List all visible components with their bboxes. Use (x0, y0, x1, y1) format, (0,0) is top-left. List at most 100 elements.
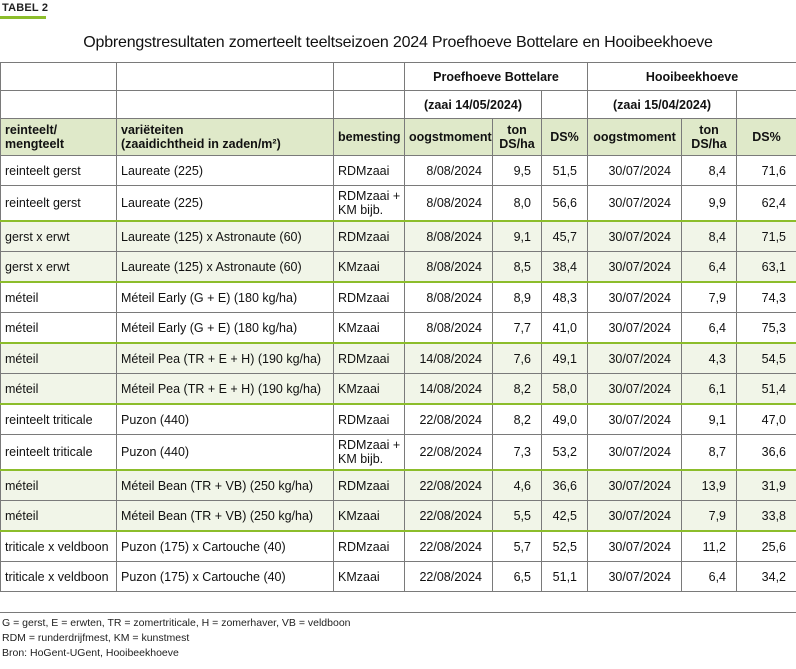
cell-b-date: 22/08/2024 (404, 530, 493, 562)
col-header-teelt-line2: mengteelt (5, 137, 65, 151)
cell-h-ds: 33,8 (736, 500, 796, 532)
col-header-b-ton-line2: DS/ha (499, 137, 535, 151)
cell-teelt: méteil (0, 373, 117, 405)
cell-fert: RDMzaai (333, 530, 405, 562)
header-empty-cell (116, 90, 334, 119)
cell-variety: Puzon (440) (116, 434, 334, 471)
cell-h-ds: 74,3 (736, 281, 796, 313)
cell-b-ton: 5,5 (492, 500, 542, 532)
cell-fert: KMzaai (333, 312, 405, 344)
cell-b-date: 8/08/2024 (404, 185, 493, 222)
col-header-b-ds: DS% (540, 118, 589, 156)
cell-b-ds: 45,7 (540, 220, 589, 252)
cell-variety: Méteil Early (G + E) (180 kg/ha) (116, 281, 334, 313)
header-empty-cell (333, 62, 405, 91)
cell-b-ton: 6,5 (492, 561, 542, 592)
cell-fert-line2: KM bijb. (338, 203, 384, 217)
cell-fert: RDMzaai (333, 155, 405, 186)
cell-teelt: gerst x erwt (0, 251, 117, 283)
table-row: méteil Méteil Early (G + E) (180 kg/ha) KM… (0, 312, 796, 344)
cell-teelt: triticale x veldboon (0, 561, 117, 592)
table-body: reinteelt gerst Laureate (225) RDMzaai 8/08… (0, 155, 796, 592)
cell-h-ds: 51,4 (736, 373, 796, 405)
table-row: reinteelt triticale Puzon (440) RDMzaai + K… (0, 434, 796, 471)
cell-fert: KMzaai (333, 500, 405, 532)
cell-b-ton: 9,1 (492, 220, 542, 252)
cell-b-date: 22/08/2024 (404, 434, 493, 471)
table-row: méteil Méteil Early (G + E) (180 kg/ha) RD… (0, 281, 796, 313)
group-hooibeekhoeve: Hooibeekhoeve (587, 62, 796, 91)
cell-b-ds: 38,4 (540, 251, 589, 283)
table-row: reinteelt triticale Puzon (440) RDMzaai 22/… (0, 403, 796, 435)
cell-b-ds: 49,0 (540, 403, 589, 435)
table-row: méteil Méteil Pea (TR + E + H) (190 kg/ha… (0, 373, 796, 405)
table-bottom-rule (0, 612, 796, 613)
cell-variety: Laureate (225) (116, 185, 334, 222)
cell-h-ton: 7,9 (681, 500, 738, 532)
cell-h-ds: 75,3 (736, 312, 796, 344)
cell-teelt: méteil (0, 342, 117, 374)
cell-variety: Laureate (125) x Astronaute (60) (116, 220, 334, 252)
tag-accent-rule (0, 16, 46, 19)
cell-b-date: 22/08/2024 (404, 469, 493, 501)
cell-variety: Puzon (440) (116, 403, 334, 435)
cell-h-ton: 11,2 (681, 530, 738, 562)
col-header-b-date: oogstmoment (404, 118, 493, 156)
cell-h-ds: 36,6 (736, 434, 796, 471)
cell-h-date: 30/07/2024 (587, 561, 683, 592)
cell-b-ton: 8,0 (492, 185, 542, 222)
cell-h-date: 30/07/2024 (587, 469, 683, 501)
note-source: Bron: HoGent-UGent, Hooibeekhoeve (2, 647, 179, 659)
cell-h-ds: 47,0 (736, 403, 796, 435)
cell-b-ton: 7,3 (492, 434, 542, 471)
cell-variety: Méteil Early (G + E) (180 kg/ha) (116, 312, 334, 344)
cell-h-ds: 54,5 (736, 342, 796, 374)
cell-fert: RDMzaai (333, 220, 405, 252)
cell-teelt: reinteelt triticale (0, 403, 117, 435)
col-header-h-date: oogstmoment (587, 118, 683, 156)
cell-b-date: 14/08/2024 (404, 342, 493, 374)
col-header-h-ds: DS% (736, 118, 796, 156)
cell-teelt: reinteelt gerst (0, 185, 117, 222)
table-notes: G = gerst, E = erwten, TR = zomertritica… (2, 616, 351, 661)
cell-h-date: 30/07/2024 (587, 155, 683, 186)
cell-fert: KMzaai (333, 373, 405, 405)
cell-h-ds: 71,5 (736, 220, 796, 252)
cell-b-ton: 8,2 (492, 403, 542, 435)
col-header-h-ton: ton DS/ha (681, 118, 738, 156)
header-empty-cell (333, 90, 405, 119)
cell-variety: Méteil Pea (TR + E + H) (190 kg/ha) (116, 373, 334, 405)
header-empty-cell (0, 90, 117, 119)
cell-b-ton: 7,6 (492, 342, 542, 374)
cell-teelt: méteil (0, 281, 117, 313)
table-row: méteil Méteil Bean (TR + VB) (250 kg/ha) K… (0, 500, 796, 532)
cell-h-ton: 9,9 (681, 185, 738, 222)
table-tag: TABEL 2 (2, 2, 49, 14)
cell-h-ds: 71,6 (736, 155, 796, 186)
table-row: méteil Méteil Pea (TR + E + H) (190 kg/ha… (0, 342, 796, 374)
cell-b-ton: 4,6 (492, 469, 542, 501)
cell-h-date: 30/07/2024 (587, 251, 683, 283)
table-row: triticale x veldboon Puzon (175) x Cartou… (0, 530, 796, 562)
cell-variety: Puzon (175) x Cartouche (40) (116, 530, 334, 562)
col-header-variety-line1: variëteiten (121, 123, 184, 137)
cell-b-date: 14/08/2024 (404, 373, 493, 405)
cell-variety: Méteil Pea (TR + E + H) (190 kg/ha) (116, 342, 334, 374)
cell-b-ton: 5,7 (492, 530, 542, 562)
cell-b-date: 22/08/2024 (404, 561, 493, 592)
cell-h-date: 30/07/2024 (587, 530, 683, 562)
cell-h-ton: 6,4 (681, 561, 738, 592)
cell-variety: Méteil Bean (TR + VB) (250 kg/ha) (116, 469, 334, 501)
cell-teelt: méteil (0, 469, 117, 501)
cell-h-date: 30/07/2024 (587, 220, 683, 252)
cell-h-date: 30/07/2024 (587, 434, 683, 471)
cell-teelt: reinteelt triticale (0, 434, 117, 471)
col-header-fert: bemesting (333, 118, 405, 156)
cell-h-ton: 6,4 (681, 312, 738, 344)
cell-h-ton: 8,4 (681, 220, 738, 252)
cell-h-date: 30/07/2024 (587, 373, 683, 405)
cell-b-date: 8/08/2024 (404, 251, 493, 283)
cell-h-ds: 63,1 (736, 251, 796, 283)
cell-b-ds: 53,2 (540, 434, 589, 471)
col-header-b-ton-line1: ton (507, 123, 527, 137)
